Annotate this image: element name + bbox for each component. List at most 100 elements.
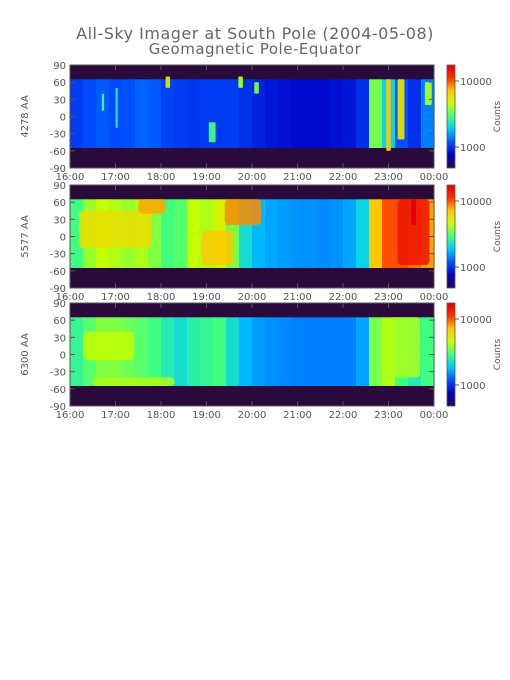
y-axis-label: 4278 AA [20,95,31,138]
x-tick-label: 22:00 [329,172,358,183]
heatmap-column [265,79,279,148]
y-tick-label: -30 [50,130,66,141]
x-tick-label: 23:00 [374,410,403,421]
heatmap-column [278,79,292,148]
x-tick-label: 22:00 [329,292,358,303]
heatmap-feature-streak [101,93,105,111]
heatmap-feature-blob [201,230,234,266]
y-tick-label: -60 [50,147,66,158]
heatmap-column [239,317,253,386]
heatmap-feature-blob [224,199,262,226]
heatmap-column [369,199,383,268]
heatmap-column [70,317,84,386]
heatmap-feature-blob [388,317,421,378]
x-tick-label: 21:00 [283,292,312,303]
heatmap-panel-1: 90 60 30 0 -30 -60 -90 4278 AA 16:00 17:00 18:00 19… [20,61,503,183]
y-tick-label: -90 [50,164,66,175]
heatmap-column [200,317,214,386]
heatmap-column [174,317,188,386]
y-tick-label: -60 [50,385,66,396]
heatmap-column [122,79,136,148]
heatmap-column [382,199,396,268]
y-tick-label: 0 [60,233,66,244]
heatmap-feature-streak [238,76,243,88]
heatmap-column [278,317,292,386]
heatmap-column [408,79,422,148]
heatmap-column [161,79,175,148]
y-axis-label: 5577 AA [20,215,31,258]
heatmap-column [252,79,266,148]
heatmap-column [304,199,318,268]
x-tick-label: 20:00 [238,292,267,303]
x-tick-label: 16:00 [56,172,85,183]
x-tick-label: 20:00 [238,410,267,421]
y-tick-label: 30 [53,215,66,226]
y-tick-label: -90 [50,402,66,413]
heatmap-column [291,199,305,268]
heatmap-column [317,79,331,148]
heatmap-column [330,317,344,386]
x-tick-label: 22:00 [329,410,358,421]
x-tick-label: 19:00 [192,172,221,183]
colorbar-label: Counts [493,338,503,370]
heatmap-feature-streak [424,82,432,106]
heatmap-column [148,317,162,386]
colorbar-tick-label: 10000 [460,197,492,208]
heatmap-feature-streak [411,199,416,226]
x-tick-label: 18:00 [147,292,176,303]
colorbar-tick-label: 10000 [460,315,492,326]
heatmap-column [343,317,357,386]
chart-title: All-Sky Imager at South Pole (2004-05-08… [76,24,434,43]
y-tick-label: 60 [53,316,66,327]
heatmap-panel-3: 90 60 30 0 -30 -60 -90 6300 AA 16:00 17:00 18:00 19… [20,299,503,421]
heatmap-column [174,199,188,268]
heatmap-column [174,79,188,148]
colorbar-tick-label: 1000 [460,263,485,274]
heatmap-feature-blob [138,199,166,214]
x-tick-label: 00:00 [420,172,449,183]
heatmap-column [421,317,435,386]
colorbar [446,184,456,289]
heatmap-column [252,317,266,386]
y-tick-label: 90 [53,61,66,72]
heatmap-column [317,199,331,268]
heatmap-column [213,317,227,386]
heatmap-feature-blob [92,377,175,386]
heatmap-column [356,199,370,268]
heatmap-column [291,79,305,148]
heatmap-column [278,199,292,268]
colorbar-label: Counts [493,220,503,252]
y-axis-label: 6300 AA [20,333,31,376]
heatmap-column [161,199,175,268]
heatmap-column [356,79,370,148]
heatmap-column [148,79,162,148]
x-tick-label: 00:00 [420,292,449,303]
chart-subtitle: Geomagnetic Pole-Equator [148,40,362,58]
heatmap-column [161,317,175,386]
heatmap-feature-streak [397,79,405,140]
heatmap-column [330,199,344,268]
heatmap-column [304,79,318,148]
y-tick-label: -30 [50,250,66,261]
x-tick-label: 16:00 [56,410,85,421]
heatmap-column [96,79,110,148]
x-tick-label: 17:00 [101,292,130,303]
x-tick-label: 17:00 [101,410,130,421]
heatmap-column [70,79,84,148]
x-tick-label: 19:00 [192,410,221,421]
heatmap-column [317,317,331,386]
heatmap-column [187,317,201,386]
heatmap-feature-blob [83,331,134,361]
heatmap-column [135,317,149,386]
heatmap-column [187,199,201,268]
heatmap-panel-2: 90 60 30 0 -30 -60 -90 5577 AA 16:00 17:00 18:00 19… [20,181,503,303]
heatmap-column [187,79,201,148]
heatmap-column [239,79,253,148]
heatmap-column [83,79,97,148]
x-tick-label: 21:00 [283,410,312,421]
heatmap-feature-blob [397,199,430,266]
y-tick-label: -60 [50,267,66,278]
heatmap-feature-streak [165,76,171,88]
x-tick-label: 20:00 [238,172,267,183]
x-tick-label: 18:00 [147,172,176,183]
